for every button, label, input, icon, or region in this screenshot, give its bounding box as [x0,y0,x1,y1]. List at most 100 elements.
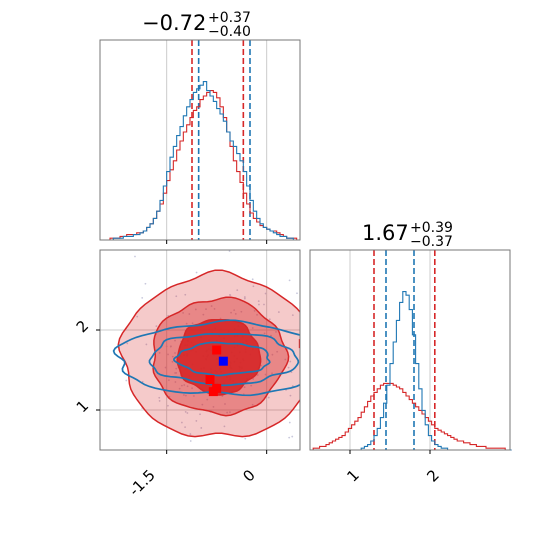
scatter-point [125,379,128,382]
marker-4 [298,339,300,349]
scatter-point [199,413,201,416]
scatter-point [230,311,232,314]
scatter-point [186,385,189,388]
scatter-point [236,289,239,292]
scatter-point [253,309,256,312]
scatter-point [189,440,192,442]
scatter-point [291,435,294,438]
scatter-point [291,314,294,317]
marker-3 [208,387,218,397]
scatter-point [275,330,277,333]
contour-blue-levels [112,319,300,397]
contour-xtick-label-1: -1.5 [125,466,158,499]
marker-0 [212,345,222,355]
scatter-point [284,358,287,361]
scatter-point [243,386,246,389]
scatter-point [210,305,213,307]
scatter-point [267,396,270,399]
scatter-point [188,313,191,315]
scatter-point [155,325,158,328]
scatter-point [197,242,199,244]
scatter-point [174,352,176,354]
histogram-param1-ticks [166,240,268,244]
scatter-point [229,411,231,414]
scatter-point [165,345,168,348]
histogram-param2-title-median: 1.67 [362,221,409,245]
scatter-point [191,387,193,390]
scatter-point [318,309,320,311]
scatter-point [175,372,178,374]
scatter-point [141,296,144,299]
histogram-param1-title-minus: −0.40 [208,24,251,40]
contour-xtick-labels: -1.5 0 [125,466,258,499]
scatter-point [288,279,291,282]
histogram-param1-quantiles [191,40,251,240]
histogram-step-blue [100,81,300,241]
scatter-point [145,343,148,346]
histogram-param1-title-plus: +0.37 [208,10,251,26]
scatter-point [182,311,184,314]
contour-xtick-label-2: 0 [239,466,258,485]
scatter-point [202,313,205,316]
scatter-point [184,293,187,296]
scatter-point [376,342,378,344]
scatter-point [178,387,181,390]
scatter-point [263,303,265,306]
histogram-param1-series [100,81,300,241]
scatter-point [240,310,243,313]
histogram-param2-xtick-label-2: 2 [423,466,442,485]
scatter-point [296,292,298,295]
scatter-point [158,396,161,399]
histogram-param2-xtick-labels: 1 2 [343,466,442,485]
scatter-point [191,322,194,325]
scatter-point [258,303,260,306]
contour-ticks [96,329,268,454]
scatter-point [289,394,292,397]
scatter-point [243,297,246,300]
scatter-point [271,353,274,356]
scatter-point [312,407,314,409]
histogram-param2-xtick-label-1: 1 [343,466,362,485]
scatter-point [251,327,254,329]
scatter-point [251,403,254,406]
scatter-point [213,308,216,310]
histogram-step-red [100,90,300,241]
scatter-point [244,437,247,440]
scatter-point [250,384,253,387]
scatter-point [287,366,290,369]
scatter-point [174,381,177,383]
scatter-point [271,372,273,375]
scatter-point [189,433,192,435]
scatter-point [228,294,231,296]
scatter-point [221,395,224,397]
histogram-param2-quantiles [373,250,436,450]
scatter-point [277,311,280,313]
scatter-point [171,355,174,358]
scatter-point [256,374,259,376]
scatter-point [268,318,271,321]
scatter-point [193,395,195,397]
scatter-point [108,475,110,477]
scatter-point [200,427,203,429]
histogram-param2-title: 1.67 +0.39 −0.37 [362,220,453,250]
scatter-point [185,394,187,397]
scatter-point [212,405,215,408]
scatter-point [183,394,185,396]
scatter-point [257,300,260,302]
histogram-panel-param1: −0.72 +0.37 −0.40 [99,10,301,244]
histogram-panel-param2: 1 2 1.67 +0.39 −0.37 [309,220,512,486]
scatter-point [251,278,254,281]
marker-5 [218,356,228,366]
scatter-point [136,315,139,318]
blue-contour-level-0 [112,319,300,397]
histogram-param2-frame [309,249,511,451]
scatter-point [224,403,226,405]
scatter-point [194,308,197,311]
scatter-point [186,412,189,414]
contour-markers [205,339,300,397]
scatter-point [264,292,267,295]
scatter-point [288,436,291,439]
scatter-point [180,421,183,424]
scatter-point [228,250,231,252]
scatter-point [205,308,207,311]
